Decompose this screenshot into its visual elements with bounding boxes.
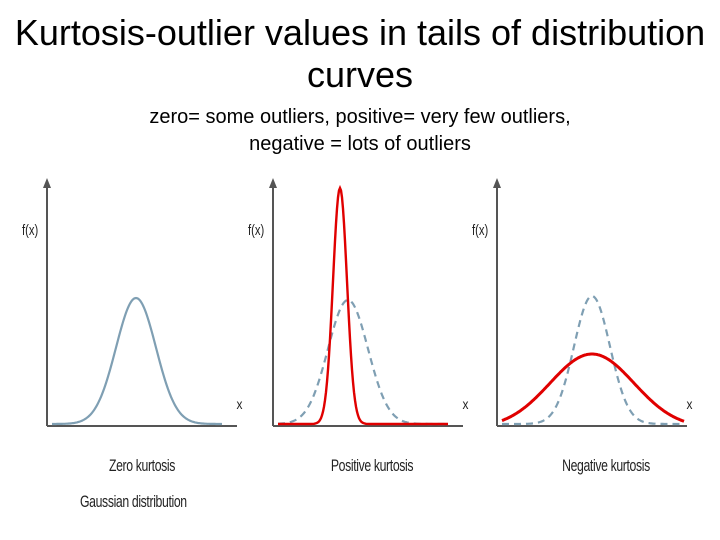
y-axis-label: f(x) — [248, 222, 265, 239]
gaussian-curve — [52, 296, 222, 426]
y-axis-arrow — [269, 178, 277, 188]
y-axis-label: f(x) — [472, 222, 489, 239]
leptokurtic-curve — [278, 184, 448, 426]
zero-kurtosis-plot — [43, 178, 237, 427]
platykurtic-curve — [501, 352, 685, 423]
negative-kurtosis-plot — [493, 178, 687, 427]
page-title: Kurtosis-outlier values in tails of dist… — [14, 12, 706, 95]
positive-kurtosis-plot — [269, 178, 463, 427]
panel-positive-kurtosis: f(x) x — [248, 178, 478, 438]
caption-positive-kurtosis: Positive kurtosis — [330, 456, 414, 475]
x-axis-label: x — [462, 396, 469, 412]
subtitle-line-1: zero= some outliers, positive= very few … — [149, 106, 571, 128]
page-subtitle: zero= some outliers, positive= very few … — [0, 104, 720, 158]
x-axis-label: x — [686, 396, 693, 412]
reference-gaussian-curve — [502, 294, 682, 426]
subtitle-line-2: negative = lots of outliers — [249, 133, 471, 155]
y-axis-label: f(x) — [22, 222, 39, 239]
x-axis-label: x — [236, 396, 243, 412]
reference-gaussian-curve — [278, 298, 448, 426]
y-axis-arrow — [43, 178, 51, 188]
y-axis-arrow — [493, 178, 501, 188]
panel-zero-kurtosis: f(x) x — [22, 178, 242, 438]
caption-zero-kurtosis: Zero kurtosis — [108, 456, 176, 475]
caption-negative-kurtosis: Negative kurtosis — [562, 456, 650, 475]
caption-gaussian-distribution: Gaussian distribution — [80, 492, 187, 511]
panel-negative-kurtosis: f(x) x — [472, 178, 702, 438]
